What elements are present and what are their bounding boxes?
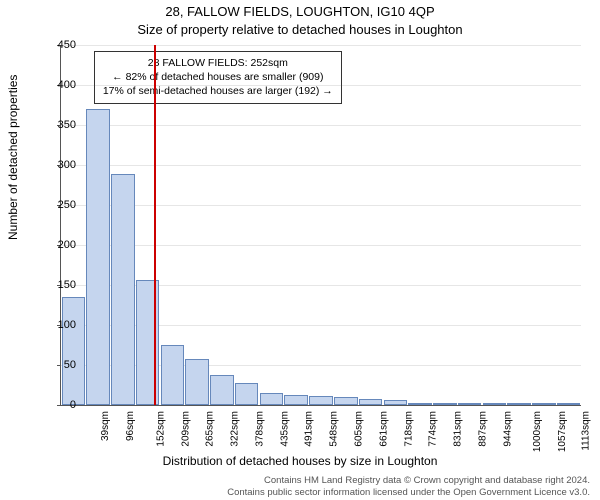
chart-title-line1: 28, FALLOW FIELDS, LOUGHTON, IG10 4QP [0,4,600,19]
xtick-label: 39sqm [100,411,111,441]
ytick-label: 100 [58,319,76,331]
ytick-mark [57,365,61,366]
ytick-label: 150 [58,279,76,291]
histogram-bar [384,400,408,405]
gridline [61,85,581,86]
xtick-label: 1057sqm [557,411,568,452]
footer-line1: Contains HM Land Registry data © Crown c… [264,475,590,486]
ytick-label: 250 [58,199,76,211]
histogram-bar [532,403,556,405]
histogram-bar [62,297,86,405]
x-axis-label: Distribution of detached houses by size … [0,454,600,468]
histogram-bar [507,403,531,405]
callout-box: 28 FALLOW FIELDS: 252sqm ← 82% of detach… [94,51,342,104]
ytick-label: 0 [70,399,76,411]
histogram-bar [260,393,284,405]
xtick-label: 548sqm [329,411,340,447]
gridline [61,165,581,166]
xtick-label: 718sqm [403,411,414,447]
histogram-bar [458,403,482,405]
histogram-bar [408,403,432,405]
footer-line2: Contains public sector information licen… [227,487,590,498]
ytick-label: 50 [64,359,76,371]
gridline [61,125,581,126]
gridline [61,245,581,246]
histogram-bar [86,109,110,405]
histogram-bar [161,345,185,405]
gridline [61,45,581,46]
histogram-bar [359,399,383,405]
xtick-label: 152sqm [155,411,166,447]
xtick-label: 1113sqm [581,411,592,451]
xtick-label: 378sqm [255,411,266,447]
callout-line2: ← 82% of detached houses are smaller (90… [103,70,333,84]
histogram-bar [210,375,234,405]
gridline [61,205,581,206]
histogram-bar [235,383,259,405]
xtick-label: 265sqm [205,411,216,447]
xtick-label: 661sqm [378,411,389,447]
ytick-label: 450 [58,39,76,51]
xtick-label: 887sqm [477,411,488,447]
chart-container: 28, FALLOW FIELDS, LOUGHTON, IG10 4QP Si… [0,0,600,500]
ytick-label: 200 [58,239,76,251]
y-axis-label: Number of detached properties [6,75,20,240]
histogram-bar [433,403,457,405]
xtick-label: 96sqm [125,411,136,441]
xtick-label: 435sqm [279,411,290,447]
xtick-label: 491sqm [304,411,315,447]
xtick-label: 322sqm [230,411,241,447]
histogram-bar [111,174,135,405]
histogram-bar [309,396,333,405]
xtick-label: 831sqm [453,411,464,447]
xtick-label: 605sqm [354,411,365,447]
histogram-bar [334,397,358,405]
xtick-label: 774sqm [428,411,439,447]
ytick-label: 350 [58,119,76,131]
histogram-bar [185,359,209,405]
plot-area: 28 FALLOW FIELDS: 252sqm ← 82% of detach… [60,45,581,406]
callout-line1: 28 FALLOW FIELDS: 252sqm [103,56,333,70]
ytick-label: 400 [58,79,76,91]
xtick-label: 944sqm [502,411,513,447]
ytick-mark [57,405,61,406]
histogram-bar [483,403,507,405]
reference-line [154,45,156,405]
histogram-bar [136,280,160,405]
chart-title-line2: Size of property relative to detached ho… [0,22,600,37]
xtick-label: 1000sqm [532,411,543,452]
histogram-bar [284,395,308,405]
callout-line3: 17% of semi-detached houses are larger (… [103,84,333,98]
histogram-bar [557,403,581,405]
xtick-label: 209sqm [180,411,191,447]
ytick-label: 300 [58,159,76,171]
